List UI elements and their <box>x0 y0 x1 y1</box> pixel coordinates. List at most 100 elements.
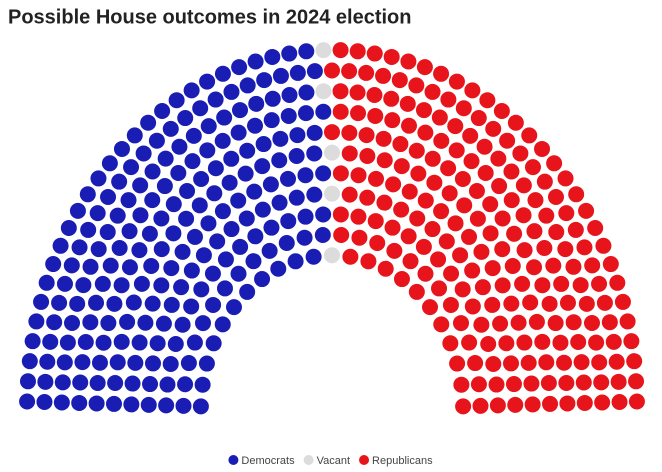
seat <box>391 72 408 89</box>
seat <box>155 315 172 332</box>
seat <box>185 127 202 144</box>
seat <box>472 397 489 414</box>
seat <box>547 315 564 332</box>
seat <box>19 373 36 390</box>
seat <box>367 213 384 230</box>
seat <box>194 376 211 393</box>
seat <box>447 118 464 135</box>
seat <box>408 142 425 159</box>
seat <box>324 124 340 141</box>
seat <box>162 356 179 373</box>
seat <box>144 192 161 209</box>
seat <box>468 182 485 199</box>
seat <box>59 334 76 351</box>
seat <box>51 294 68 311</box>
seat <box>584 257 601 274</box>
seat <box>199 142 216 159</box>
seat <box>173 279 190 296</box>
seat <box>149 335 166 352</box>
seat <box>342 248 359 265</box>
seat <box>183 262 200 279</box>
seat <box>393 271 410 288</box>
seat <box>332 165 349 182</box>
seat <box>417 192 434 209</box>
seat <box>315 165 332 182</box>
seat <box>359 189 376 206</box>
seat <box>82 258 99 275</box>
seat <box>163 260 180 277</box>
seat <box>123 159 140 176</box>
seat <box>383 90 400 107</box>
seat <box>100 315 117 332</box>
seat <box>493 103 510 120</box>
seat <box>264 48 281 65</box>
seat <box>572 277 589 294</box>
seat <box>177 110 194 127</box>
seat <box>255 136 272 153</box>
seat <box>505 376 522 393</box>
seat <box>239 77 256 94</box>
seat <box>247 117 264 134</box>
seat <box>485 356 502 373</box>
seat <box>595 237 612 254</box>
seat <box>71 239 88 256</box>
seat <box>221 174 238 191</box>
seat <box>71 394 88 411</box>
seat <box>536 173 553 190</box>
seat <box>272 67 289 84</box>
seat <box>75 277 92 294</box>
party-seats <box>315 42 340 264</box>
seat <box>576 239 593 256</box>
seat <box>200 118 217 135</box>
seat <box>225 299 242 316</box>
seat <box>216 280 233 297</box>
seat <box>512 145 529 162</box>
seat <box>121 223 138 240</box>
seat <box>113 140 130 157</box>
seat <box>157 150 174 167</box>
legend-swatch <box>303 455 314 465</box>
seat <box>515 177 532 194</box>
seat <box>77 334 94 351</box>
seat <box>191 197 208 214</box>
seat <box>109 354 126 371</box>
seat <box>528 313 545 330</box>
seat <box>232 102 249 119</box>
seat <box>366 87 383 104</box>
seat <box>534 333 551 350</box>
seat <box>463 153 480 170</box>
seat <box>583 315 600 332</box>
seat <box>422 299 439 316</box>
seat <box>278 235 295 252</box>
seat <box>602 256 619 273</box>
seat <box>482 225 499 242</box>
seat <box>263 112 280 129</box>
seat <box>503 192 520 209</box>
seat <box>506 225 523 242</box>
seat <box>171 138 188 155</box>
seat <box>297 105 314 122</box>
seat <box>433 132 450 149</box>
seat <box>107 375 124 392</box>
seat <box>494 210 511 227</box>
seat <box>101 155 118 172</box>
seat <box>141 225 158 242</box>
seat <box>214 203 231 220</box>
seat <box>80 221 97 238</box>
seat <box>534 140 551 157</box>
seat <box>416 59 433 76</box>
seat <box>174 316 191 333</box>
seat <box>470 376 487 393</box>
seat <box>82 314 99 331</box>
seat <box>99 224 116 241</box>
seat <box>455 398 472 415</box>
seat <box>52 237 69 254</box>
seat <box>386 242 403 259</box>
seat <box>424 150 441 167</box>
seat <box>254 271 271 288</box>
seat <box>264 90 281 107</box>
seat <box>207 91 224 108</box>
seat <box>400 228 417 245</box>
seat <box>153 277 170 294</box>
